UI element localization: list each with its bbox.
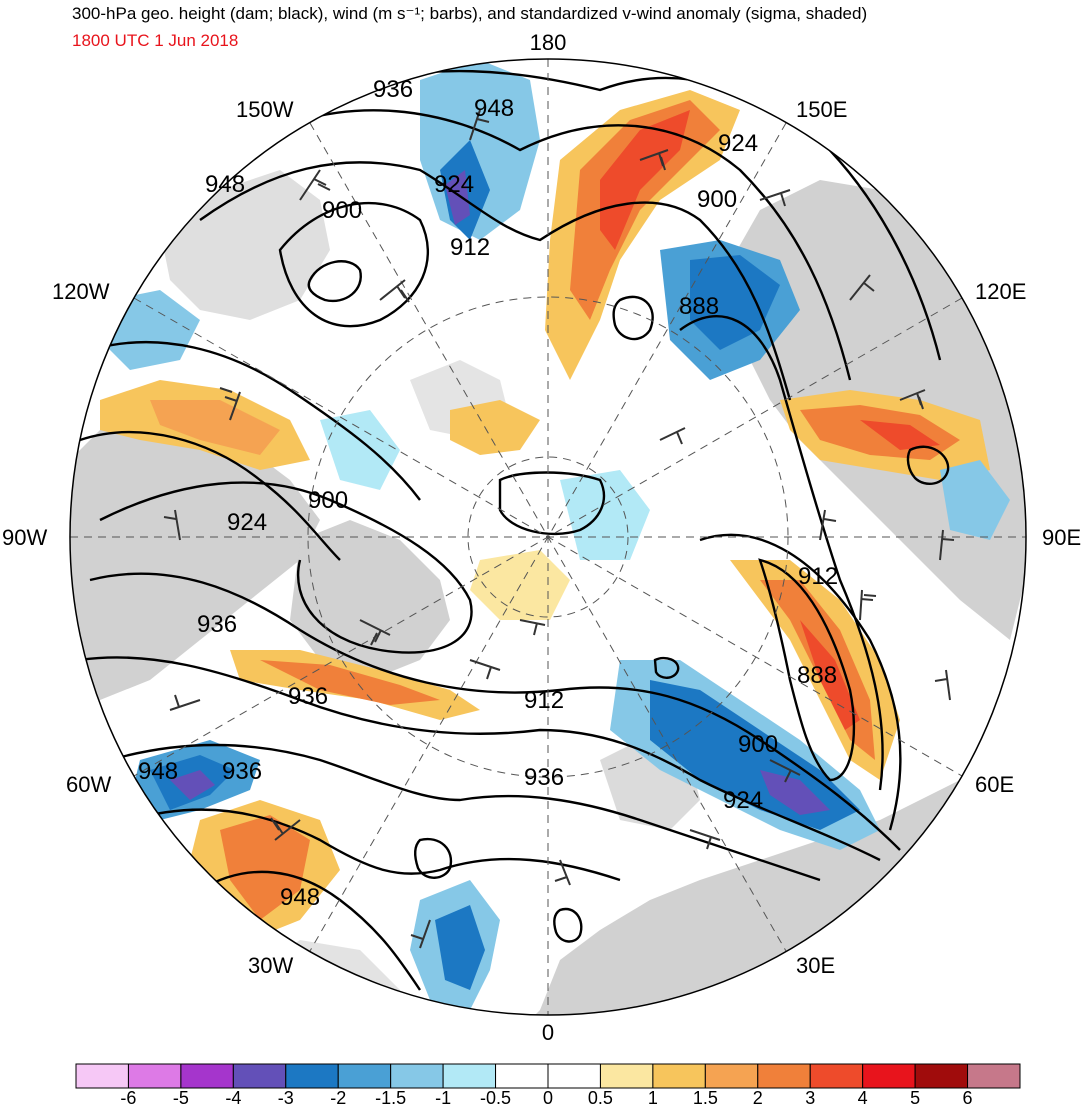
lon-label: 150W <box>236 97 294 122</box>
lon-label: 0 <box>542 1020 554 1045</box>
contour-label: 948 <box>205 171 245 198</box>
contour-label: 924 <box>723 787 763 814</box>
colorbar-tick-label: 6 <box>962 1088 973 1108</box>
lat-lon-grid <box>70 59 1026 1015</box>
contour-label: 912 <box>798 563 838 590</box>
colorbar-swatch <box>967 1063 1021 1089</box>
contour-label: 948 <box>280 884 320 911</box>
colorbar-tick-label: -5 <box>172 1088 189 1108</box>
contour-label: 912 <box>450 234 490 261</box>
colorbar-swatch <box>652 1063 706 1089</box>
colorbar-tick-label: -3 <box>277 1088 294 1108</box>
contour-label: 948 <box>474 95 514 122</box>
contour-label: 948 <box>138 758 178 785</box>
valid-time: 1800 UTC 1 Jun 2018 <box>72 31 239 50</box>
colorbar-swatch <box>757 1063 811 1089</box>
contour-label: 900 <box>697 186 737 213</box>
contour-label: 924 <box>718 130 758 157</box>
colorbar-tick-label: 0.5 <box>587 1088 613 1108</box>
colorbar <box>75 1063 1021 1089</box>
colorbar-tick-label: -2 <box>330 1088 347 1108</box>
colorbar-tick-label: 5 <box>910 1088 921 1108</box>
colorbar-swatch <box>442 1063 497 1089</box>
lon-label: 90E <box>1042 525 1081 550</box>
lon-label: 120W <box>52 279 110 304</box>
colorbar-swatch <box>704 1063 759 1089</box>
colorbar-tick-label: -1.5 <box>375 1088 407 1108</box>
colorbar-swatch <box>180 1063 234 1089</box>
colorbar-tick-label: -1 <box>435 1088 452 1108</box>
colorbar-swatch <box>337 1063 392 1089</box>
colorbar-tick-label: 1 <box>647 1088 658 1108</box>
colorbar-tick-label: 2 <box>752 1088 763 1108</box>
colorbar-swatch <box>232 1063 287 1089</box>
contour-label: 900 <box>322 197 362 224</box>
colorbar-swatch <box>547 1063 601 1089</box>
colorbar-swatch <box>285 1063 339 1089</box>
contour-label: 924 <box>434 171 474 198</box>
colorbar-tick-label: 3 <box>805 1088 816 1108</box>
lon-label: 90W <box>2 525 47 550</box>
longitude-labels: 180 150E 120E 90E 60E 30E 0 30W 60W 90W … <box>2 30 1081 1045</box>
colorbar-swatch <box>127 1063 182 1089</box>
colorbar-swatch <box>75 1063 129 1089</box>
lon-label: 30E <box>796 953 835 978</box>
colorbar-tick-label: 0 <box>542 1088 554 1108</box>
map-border <box>69 58 1027 1016</box>
colorbar-swatch <box>914 1063 969 1089</box>
lon-label: 30W <box>248 953 293 978</box>
contour-label: 936 <box>288 683 328 710</box>
lon-label: 180 <box>530 30 567 55</box>
contour-label: 936 <box>524 764 564 791</box>
colorbar-swatch <box>599 1063 654 1089</box>
colorbar-swatch <box>809 1063 864 1089</box>
colorbar-tick-label: 4 <box>857 1088 868 1108</box>
contour-label: 936 <box>222 758 262 785</box>
contour-label: 888 <box>797 662 837 689</box>
colorbar-swatch <box>390 1063 444 1089</box>
colorbar-swatch <box>862 1063 916 1089</box>
lon-label: 150E <box>796 97 847 122</box>
contour-label: 936 <box>373 76 413 103</box>
contour-label: 900 <box>738 731 778 758</box>
contour-label: 888 <box>679 293 719 320</box>
map-title: 300-hPa geo. height (dam; black), wind (… <box>72 4 868 23</box>
contour-labels: 936 948 924 900 912 948 924 900 888 912 … <box>138 76 838 911</box>
lon-label: 120E <box>975 279 1026 304</box>
lon-label: 60W <box>66 772 111 797</box>
colorbar-tick-label: -4 <box>225 1088 242 1108</box>
contour-label: 924 <box>227 509 267 536</box>
contour-label: 912 <box>524 687 564 714</box>
contour-label: 900 <box>308 487 348 514</box>
map-content <box>70 59 1026 1015</box>
colorbar-tick-label: -0.5 <box>480 1088 512 1108</box>
colorbar-swatch <box>495 1063 549 1089</box>
lon-label: 60E <box>975 772 1014 797</box>
colorbar-tick-label: -6 <box>120 1088 137 1108</box>
contour-label: 936 <box>197 611 237 638</box>
colorbar-tick-label: 1.5 <box>692 1088 718 1108</box>
